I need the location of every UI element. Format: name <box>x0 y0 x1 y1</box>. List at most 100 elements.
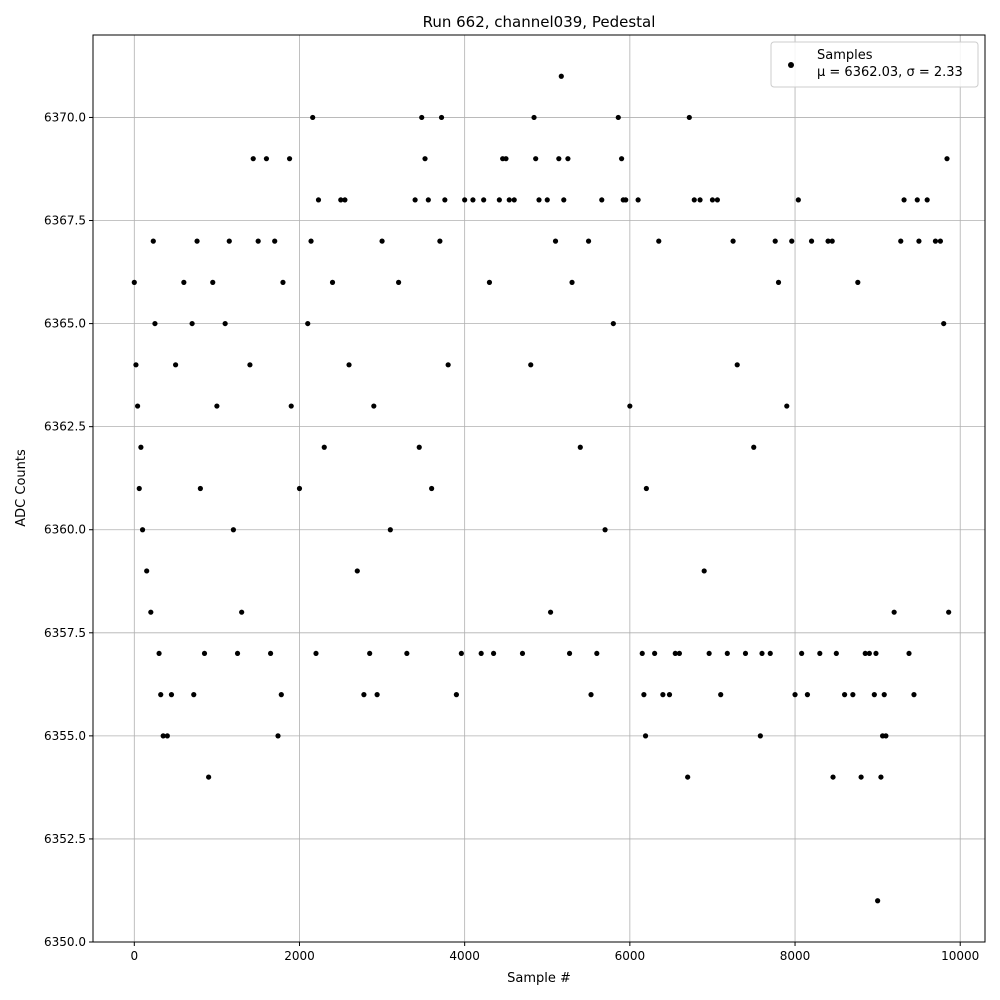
data-point <box>685 774 691 780</box>
data-point <box>759 650 765 657</box>
data-point <box>263 156 270 162</box>
chart-title: Run 662, channel039, Pedestal <box>423 13 656 31</box>
data-point <box>152 320 158 327</box>
legend-marker <box>788 62 794 68</box>
data-point <box>138 444 144 450</box>
data-point <box>136 485 142 492</box>
x-tick-label: 0 <box>130 949 138 963</box>
data-point <box>547 609 554 615</box>
data-point <box>862 650 868 657</box>
data-point <box>709 197 716 203</box>
legend-label: Samples <box>817 48 873 63</box>
data-point <box>172 362 179 368</box>
data-point <box>602 527 608 533</box>
plot-frame <box>92 34 986 943</box>
data-point <box>250 156 256 162</box>
data-point <box>189 320 195 327</box>
data-point <box>346 362 352 368</box>
data-point <box>544 197 550 203</box>
data-point <box>164 733 170 739</box>
data-point <box>338 197 344 203</box>
data-point <box>148 609 154 615</box>
data-point <box>577 444 583 450</box>
data-point <box>706 650 712 657</box>
data-point <box>490 650 497 657</box>
data-point <box>734 362 740 368</box>
data-point <box>206 774 212 780</box>
data-point <box>924 197 930 203</box>
data-point <box>168 692 175 698</box>
data-point <box>425 197 431 203</box>
data-point <box>701 568 707 574</box>
data-point <box>697 197 703 203</box>
data-point <box>201 650 208 657</box>
data-point <box>536 197 542 203</box>
data-point <box>305 320 311 327</box>
data-point <box>133 362 139 368</box>
data-point <box>825 238 831 244</box>
data-point <box>313 650 319 657</box>
data-point <box>932 238 939 244</box>
data-point <box>442 197 448 203</box>
data-point <box>850 692 856 698</box>
data-point <box>404 650 410 657</box>
data-point <box>496 197 502 203</box>
y-tick-label: 6365.0 <box>44 317 86 331</box>
data-point <box>506 197 512 203</box>
data-point <box>481 197 487 203</box>
data-point <box>585 238 592 244</box>
x-tick-label: 2000 <box>284 949 315 963</box>
data-point <box>599 197 605 203</box>
y-tick-label: 6362.5 <box>44 420 86 434</box>
data-point <box>627 403 633 409</box>
x-tick-label: 8000 <box>780 949 811 963</box>
data-point <box>503 156 509 162</box>
data-point <box>898 238 904 244</box>
data-point <box>676 650 683 657</box>
data-point <box>635 197 641 203</box>
data-point <box>808 238 815 244</box>
data-point <box>395 279 402 285</box>
data-point <box>615 114 621 121</box>
data-point <box>686 114 692 121</box>
data-point <box>533 156 539 162</box>
data-point <box>210 279 216 285</box>
data-point <box>329 279 336 285</box>
data-point <box>566 650 573 657</box>
data-point <box>817 650 823 657</box>
data-point <box>792 692 798 698</box>
data-point <box>438 114 445 121</box>
data-point <box>315 197 322 203</box>
data-point <box>135 403 141 409</box>
data-point <box>226 238 232 244</box>
data-point <box>666 692 673 698</box>
data-point <box>772 238 778 244</box>
data-point <box>160 733 166 739</box>
data-point <box>286 156 293 162</box>
data-point <box>296 485 303 492</box>
data-point <box>280 279 286 285</box>
data-point <box>556 156 562 162</box>
data-point <box>453 692 460 698</box>
data-point <box>267 650 274 657</box>
data-point <box>412 197 418 203</box>
data-point <box>858 774 864 780</box>
data-point <box>478 650 484 657</box>
legend-box <box>770 41 979 88</box>
data-point <box>901 197 907 203</box>
data-point <box>757 733 763 739</box>
data-point <box>623 197 629 203</box>
data-point <box>321 444 327 450</box>
legend-stats: μ = 6362.03, σ = 2.33 <box>817 65 963 80</box>
data-point <box>855 279 861 285</box>
data-point <box>247 362 253 368</box>
data-point <box>131 279 137 285</box>
axis-ticks: 0 2000 4000 6000 8000 10000 6350.0 6352.5 6355.0… <box>44 110 979 963</box>
data-point <box>197 485 203 492</box>
data-point <box>371 403 377 409</box>
y-tick-label: 6360.0 <box>44 523 86 537</box>
data-point <box>429 485 435 492</box>
data-point <box>531 114 537 121</box>
data-point <box>278 692 284 698</box>
